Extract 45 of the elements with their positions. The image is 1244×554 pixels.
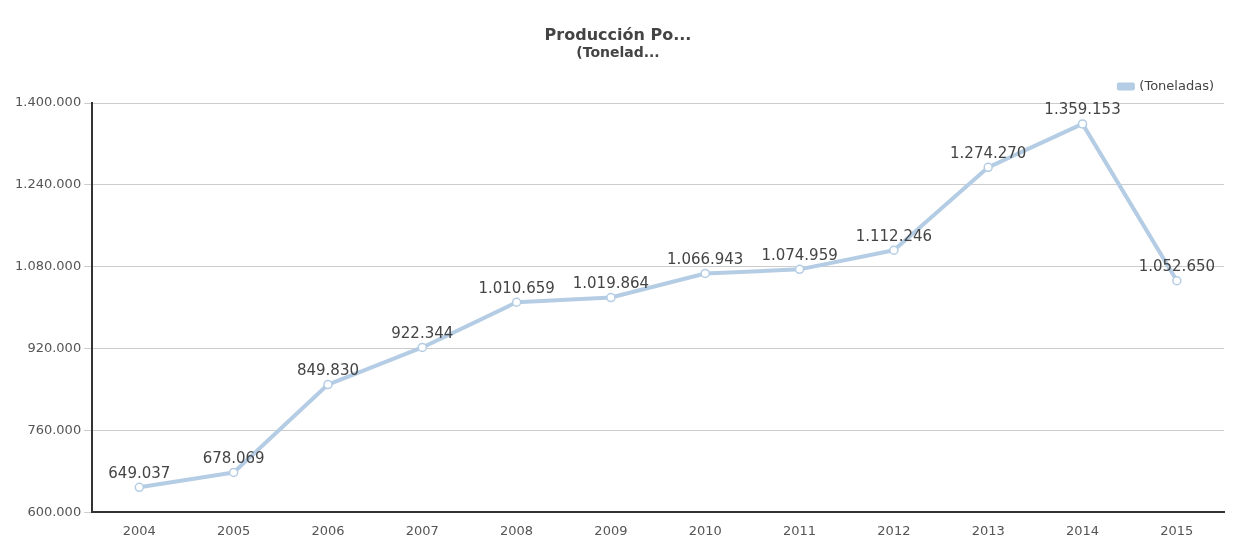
x-tick-label: 2007 <box>405 522 439 538</box>
y-tick-label: 1.400.000 <box>14 94 82 110</box>
point <box>794 264 805 275</box>
chart-subtitle: (Tonelad... <box>576 44 660 61</box>
data-label: 849.830 <box>296 360 359 379</box>
point <box>983 162 993 173</box>
x-tick-label: 2011 <box>783 522 817 538</box>
legend-label: (Toneladas) <box>1139 77 1214 93</box>
y-tick-label: 600.000 <box>27 503 82 519</box>
x-tick-label: 2009 <box>594 522 628 538</box>
data-label: 1.010.659 <box>478 278 555 297</box>
data-label: 1.359.153 <box>1044 100 1121 119</box>
y-tick-label: 760.000 <box>27 421 82 437</box>
point <box>134 482 145 493</box>
point <box>606 292 616 303</box>
x-tick-label: 2006 <box>311 522 345 538</box>
x-tick-label: 2004 <box>122 522 156 538</box>
point <box>1077 119 1088 129</box>
x-tick-label: 2005 <box>217 522 251 538</box>
point <box>889 245 899 256</box>
point <box>228 467 239 478</box>
point <box>511 297 522 307</box>
y-tick-label: 1.240.000 <box>14 176 82 192</box>
x-tick-label: 2010 <box>688 522 722 538</box>
data-label: 922.344 <box>391 323 454 342</box>
point <box>700 268 710 279</box>
y-tick-label: 1.080.000 <box>14 258 82 274</box>
data-label: 649.037 <box>108 463 171 482</box>
data-label: 1.074.959 <box>761 245 838 264</box>
point <box>1172 276 1182 286</box>
data-label: 1.019.864 <box>572 273 650 292</box>
data-label: 1.066.943 <box>667 249 744 268</box>
point <box>417 342 428 353</box>
data-label: 1.112.246 <box>855 226 933 245</box>
chart-title: Producción Po... <box>544 24 692 44</box>
x-tick-label: 2008 <box>500 522 534 538</box>
data-label: 1.274.270 <box>950 143 1027 162</box>
x-tick-label: 2013 <box>971 522 1005 538</box>
data-label: 678.069 <box>202 448 265 467</box>
point <box>323 379 333 390</box>
x-tick-label: 2015 <box>1160 522 1194 538</box>
x-tick-label: 2014 <box>1065 522 1100 538</box>
x-tick-label: 2012 <box>877 522 911 538</box>
y-tick-label: 920.000 <box>27 340 82 356</box>
data-label: 1.052.650 <box>1138 257 1216 276</box>
